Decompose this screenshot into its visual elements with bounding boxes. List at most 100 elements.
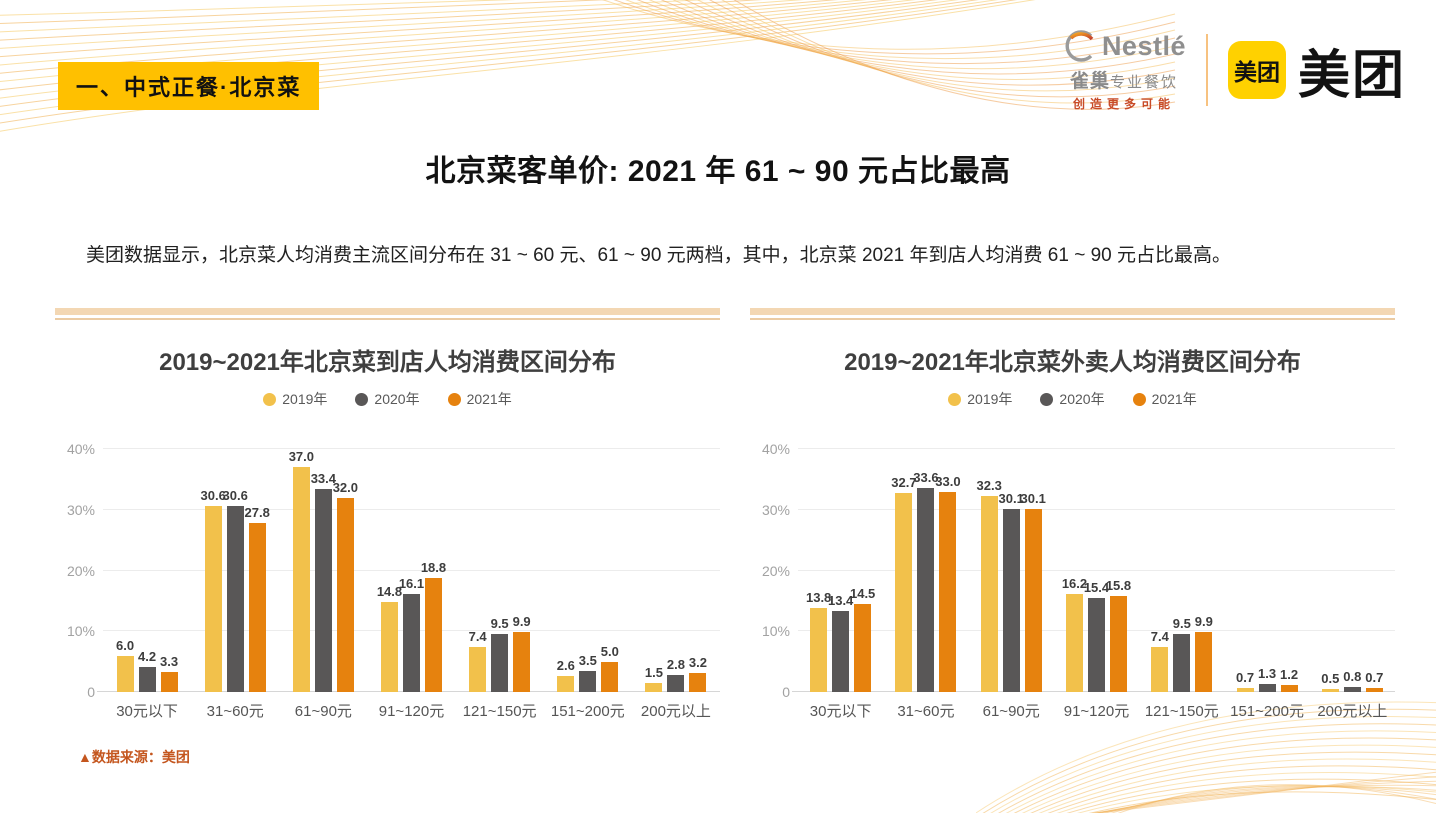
y-tick-label: 20% bbox=[761, 562, 790, 579]
description-text: 美团数据显示，北京菜人均消费主流区间分布在 31 ~ 60 元、61 ~ 90 … bbox=[86, 245, 1231, 266]
category-label: 31~60元 bbox=[206, 703, 264, 720]
legend-label: 2021年 bbox=[466, 391, 512, 407]
bar-group: 0.7 1.3 1.2 bbox=[1224, 449, 1309, 692]
category-label: 61~90元 bbox=[982, 703, 1040, 720]
meituan-logo: 美团 美团 bbox=[1227, 33, 1406, 108]
bar-value-label: 3.5 bbox=[578, 652, 597, 668]
bar-group: 16.2 15.4 15.8 bbox=[1054, 449, 1139, 692]
bar: 2.8 bbox=[667, 657, 685, 692]
bar: 1.2 bbox=[1280, 667, 1298, 692]
bar: 33.0 bbox=[935, 474, 961, 692]
data-source-note: ▲数据来源：美团 bbox=[78, 749, 190, 765]
gridline bbox=[798, 569, 1395, 571]
x-axis-labels: 30元以下 31~60元 61~90元 91~120元 121~150元 151~200元… bbox=[103, 692, 720, 721]
bar-value-label: 1.5 bbox=[644, 664, 663, 680]
bar: 15.8 bbox=[1106, 578, 1131, 692]
bar: 9.5 bbox=[491, 616, 509, 692]
bar-group: 13.8 13.4 14.5 bbox=[798, 449, 883, 692]
legend-swatch bbox=[948, 392, 962, 406]
bar: 7.4 bbox=[469, 629, 487, 692]
bar: 30.6 bbox=[223, 488, 248, 692]
category-label: 121~150元 bbox=[1144, 703, 1219, 720]
bar: 3.3 bbox=[160, 654, 178, 692]
bar: 1.5 bbox=[645, 665, 663, 692]
category-label: 91~120元 bbox=[378, 703, 445, 720]
bar-group: 32.7 33.6 33.0 bbox=[883, 449, 968, 692]
chart-legend: 2019年 2020年 2021年 bbox=[55, 389, 720, 409]
bar-value-label: 4.2 bbox=[138, 648, 157, 664]
bar: 32.0 bbox=[333, 480, 358, 692]
separator-line bbox=[750, 308, 1395, 320]
y-tick-label: 10% bbox=[761, 623, 790, 640]
bar: 0.7 bbox=[1365, 670, 1383, 692]
bar-value-label: 15.4 bbox=[1083, 580, 1110, 596]
category-label: 151~200元 bbox=[1230, 703, 1304, 720]
bar-value-label: 2.8 bbox=[666, 657, 685, 672]
bar-groups: 13.8 13.4 14.5 32.7 33.6 33.0 32.3 30.1 30.1 16.2… bbox=[798, 449, 1395, 692]
y-tick-label: 0 bbox=[87, 684, 95, 700]
bar: 13.8 bbox=[806, 590, 831, 692]
bar-value-label: 13.4 bbox=[827, 592, 854, 608]
bar-value-label: 0.8 bbox=[1343, 669, 1362, 685]
bar-group: 32.3 30.1 30.1 bbox=[969, 449, 1054, 692]
bar-group: 2.6 3.5 5.0 bbox=[544, 449, 632, 692]
y-tick-label: 30% bbox=[761, 501, 790, 518]
y-tick-label: 40% bbox=[66, 441, 95, 457]
bar-value-label: 0.7 bbox=[1236, 669, 1255, 685]
bar: 14.8 bbox=[377, 584, 402, 692]
legend-item: 2021年 bbox=[1132, 389, 1197, 409]
bar: 30.6 bbox=[201, 488, 226, 692]
category-label: 30元以下 bbox=[809, 703, 872, 720]
bar: 0.7 bbox=[1236, 670, 1254, 692]
nestle-subbrand-suffix: 专业餐饮 bbox=[1109, 74, 1178, 91]
bar-group: 0.5 0.8 0.7 bbox=[1310, 449, 1395, 692]
gridline bbox=[798, 448, 1395, 449]
bar-groups: 6.0 4.2 3.3 30.6 30.6 27.8 37.0 33.4 32.0 14.8 16.… bbox=[103, 449, 720, 692]
nestle-tagline-text: 创造更多可能 bbox=[1072, 97, 1175, 111]
bar-value-label: 16.1 bbox=[398, 576, 425, 592]
category-label: 31~60元 bbox=[897, 703, 955, 720]
bar: 4.2 bbox=[138, 649, 156, 692]
bar-group: 7.4 9.5 9.9 bbox=[1139, 449, 1224, 692]
nestle-subbrand-main: 雀巢 bbox=[1069, 71, 1110, 92]
bar: 3.5 bbox=[579, 653, 597, 692]
bar-value-label: 15.8 bbox=[1105, 578, 1132, 594]
bar: 37.0 bbox=[289, 449, 314, 692]
legend-swatch bbox=[263, 392, 277, 406]
separator-line bbox=[55, 308, 720, 320]
legend-swatch bbox=[1040, 392, 1054, 406]
legend-label: 2019年 bbox=[282, 391, 328, 407]
bar-group: 30.6 30.6 27.8 bbox=[191, 449, 279, 692]
bar-value-label: 9.9 bbox=[512, 613, 531, 629]
bar-value-label: 0.5 bbox=[1321, 670, 1340, 686]
bar: 9.9 bbox=[513, 614, 531, 692]
bar-value-label: 30.6 bbox=[222, 488, 248, 504]
bar: 6.0 bbox=[116, 638, 134, 692]
bar-group: 14.8 16.1 18.8 bbox=[367, 449, 455, 692]
bar-value-label: 1.3 bbox=[1258, 666, 1277, 682]
chart-title: 2019~2021年北京菜外卖人均消费区间分布 bbox=[844, 349, 1301, 376]
bar-value-label: 32.7 bbox=[891, 475, 917, 491]
gridline bbox=[103, 569, 720, 571]
bar-value-label: 7.4 bbox=[468, 629, 487, 645]
bar: 33.4 bbox=[311, 471, 336, 692]
bar-group: 6.0 4.2 3.3 bbox=[103, 449, 191, 692]
plot-wrap: 0 10% 20% 30% 40% 13.8 13.4 14.5 32.7 33.6 33.0 32.… bbox=[762, 441, 1395, 700]
category-label: 151~200元 bbox=[550, 703, 625, 720]
bar-value-label: 9.5 bbox=[490, 616, 509, 632]
category-label: 200元以上 bbox=[640, 703, 711, 720]
legend-swatch bbox=[1132, 392, 1146, 406]
legend-swatch bbox=[447, 392, 461, 406]
legend-item: 2020年 bbox=[355, 389, 420, 409]
bar: 0.8 bbox=[1343, 669, 1361, 692]
category-label: 91~120元 bbox=[1063, 703, 1130, 720]
plot-wrap: 0 10% 20% 30% 40% 6.0 4.2 3.3 30.6 30.6 27.8 37.0 33… bbox=[67, 441, 720, 700]
bar: 9.5 bbox=[1173, 616, 1191, 692]
chart-legend: 2019年 2020年 2021年 bbox=[750, 389, 1395, 409]
y-tick-label: 20% bbox=[66, 562, 95, 579]
bar: 33.6 bbox=[913, 470, 939, 692]
bar: 30.1 bbox=[1021, 491, 1046, 692]
bar-value-label: 7.4 bbox=[1150, 629, 1169, 645]
bar: 3.2 bbox=[689, 655, 707, 692]
